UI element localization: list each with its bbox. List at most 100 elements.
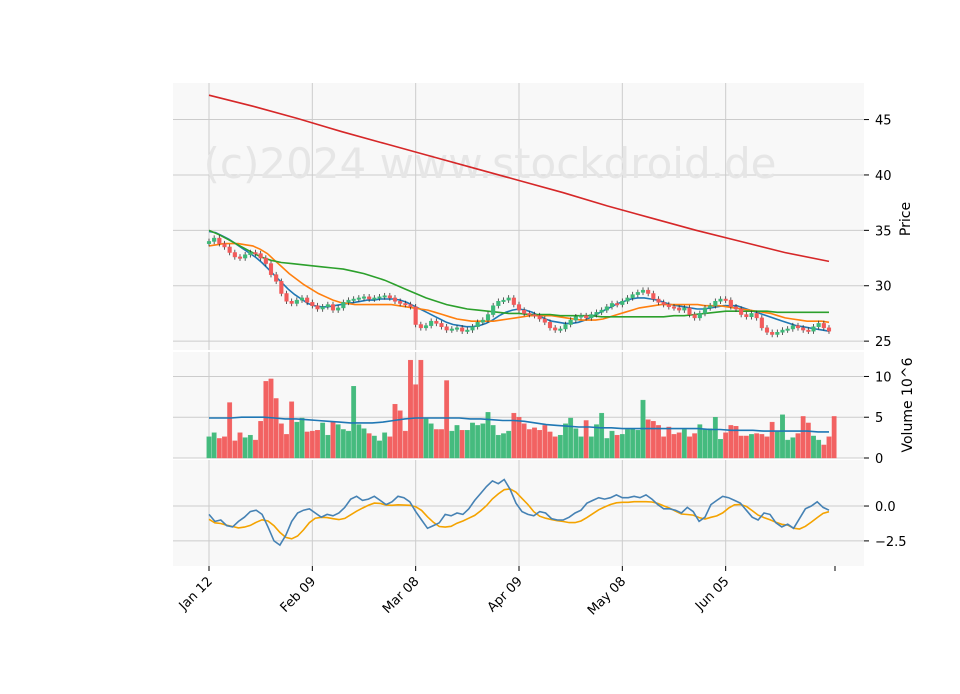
candle-down (237, 256, 243, 259)
candle-down (739, 308, 744, 315)
candle-up (361, 296, 367, 299)
volume-bar (645, 419, 651, 459)
candle-up (599, 309, 604, 313)
volume-bar (485, 412, 491, 459)
volume-bar (206, 436, 212, 459)
volume-bar (449, 430, 455, 459)
volume-bar (392, 403, 398, 459)
volume-bar (780, 414, 785, 459)
candle-up (372, 297, 377, 300)
candle-down (310, 302, 315, 306)
volume-bar (242, 437, 248, 459)
volume-bar (749, 434, 754, 459)
candle-up (697, 313, 702, 319)
candle-down (651, 293, 656, 300)
volume-tick-label: 10 (875, 370, 892, 385)
volume-bar (309, 430, 315, 459)
candle-down (671, 306, 677, 309)
candle-up (718, 298, 723, 302)
candle-up (708, 305, 713, 309)
candle-down (408, 304, 413, 308)
volume-bar (475, 425, 481, 459)
candle-down (403, 303, 408, 306)
volume-bar (356, 424, 362, 459)
candle-up (573, 316, 578, 321)
candle-down (656, 298, 661, 303)
volume-bar (408, 359, 413, 459)
candle-down (444, 326, 449, 331)
volume-tick-label: 0 (875, 452, 883, 467)
volume-bar (785, 439, 791, 459)
volume-bar (656, 425, 661, 459)
candle-up (449, 328, 454, 331)
candle-down (795, 325, 801, 329)
volume-bar (470, 422, 475, 459)
volume-bar (289, 401, 295, 459)
volume-bar (433, 429, 439, 459)
macd-signal-line (208, 488, 830, 540)
volume-bar (805, 422, 811, 459)
candle-down (222, 243, 227, 248)
volume-bar (650, 421, 656, 459)
volume-bar (754, 433, 760, 459)
volume-bar (831, 416, 837, 459)
candle-up (785, 328, 790, 331)
volume-bar (712, 417, 718, 459)
volume-ma-line (209, 416, 829, 433)
volume-bar (816, 439, 822, 459)
price-axis-label: Price (898, 202, 914, 236)
volume-bar (676, 432, 682, 459)
volume-bar (501, 433, 506, 459)
volume-bar (521, 423, 527, 459)
candle-down (279, 281, 284, 294)
candle-up (346, 299, 351, 303)
ma_slow-line (208, 229, 829, 318)
volume-bar (800, 416, 806, 459)
volume-bar (361, 428, 367, 459)
volume-bar (723, 432, 729, 459)
candle-up (475, 322, 480, 327)
volume-bar (273, 398, 279, 459)
candle-up (299, 297, 305, 301)
volume-bar (614, 434, 620, 459)
candle-down (542, 318, 547, 323)
candle-up (351, 298, 356, 301)
candle-up (248, 252, 253, 255)
candle-down (677, 307, 682, 311)
volume-bar (526, 429, 532, 459)
volume-bar (464, 430, 470, 459)
candle-down (418, 324, 423, 329)
volume-bar (371, 435, 377, 459)
candle-up (589, 314, 594, 319)
volume-bar (738, 435, 744, 459)
volume-bar (402, 430, 408, 459)
candle-down (584, 315, 589, 319)
candle-down (770, 332, 775, 335)
candle-down (227, 246, 232, 253)
volume-bar (692, 433, 698, 459)
volume-bar (320, 422, 326, 459)
volume-bar (315, 430, 320, 459)
candle-down (522, 309, 527, 314)
macd-tick-label: 0.0 (875, 500, 896, 515)
candle-up (320, 306, 325, 310)
candle-up (454, 327, 460, 330)
volume-bar (557, 434, 563, 459)
volume-bar (707, 428, 713, 459)
candle-down (439, 323, 444, 327)
volume-bar (542, 425, 548, 459)
volume-bar (454, 425, 460, 459)
volume-bar (340, 429, 346, 459)
volume-bar (661, 436, 667, 459)
candle-up (480, 319, 485, 323)
volume-bar (222, 436, 227, 459)
candle-down (392, 297, 398, 302)
volume-bar (547, 431, 553, 459)
candle-down (728, 299, 733, 308)
x-tick-label: Apr 09 (485, 574, 526, 615)
volume-bar (253, 439, 258, 459)
volume-bar (573, 428, 579, 459)
candle-up (377, 296, 382, 299)
volume-bar (516, 417, 522, 459)
volume-bar (733, 426, 739, 459)
